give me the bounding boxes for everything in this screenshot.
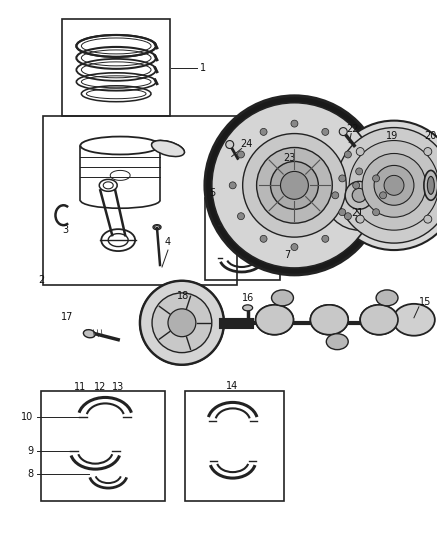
Text: 13: 13 (112, 383, 124, 392)
Text: 14: 14 (226, 382, 238, 391)
Text: 5: 5 (210, 188, 216, 198)
Circle shape (237, 213, 244, 220)
Circle shape (339, 175, 346, 182)
Ellipse shape (376, 290, 398, 306)
Circle shape (356, 216, 363, 223)
Text: 19: 19 (386, 131, 398, 141)
Circle shape (380, 192, 387, 199)
Text: 18: 18 (177, 291, 189, 301)
Circle shape (229, 182, 236, 189)
Bar (63, 19, 170, 116)
Bar (205, 198, 279, 280)
Text: 1: 1 (200, 63, 206, 73)
Circle shape (352, 188, 366, 203)
Circle shape (291, 244, 298, 251)
Ellipse shape (243, 305, 253, 311)
Ellipse shape (256, 305, 293, 335)
Circle shape (152, 293, 212, 353)
Text: 7: 7 (285, 250, 291, 260)
Circle shape (362, 154, 426, 217)
Ellipse shape (427, 176, 434, 195)
Circle shape (339, 127, 347, 135)
Circle shape (140, 281, 224, 365)
Text: 10: 10 (21, 413, 34, 422)
Circle shape (226, 141, 234, 149)
Text: 24: 24 (240, 139, 253, 149)
Circle shape (356, 215, 364, 223)
Text: 3: 3 (63, 225, 69, 235)
Text: 11: 11 (74, 383, 86, 392)
Circle shape (345, 181, 373, 209)
Text: 23: 23 (283, 154, 296, 164)
Circle shape (332, 192, 339, 199)
Circle shape (271, 161, 318, 209)
Circle shape (424, 215, 432, 223)
Ellipse shape (424, 171, 438, 200)
Circle shape (344, 213, 351, 220)
Circle shape (349, 141, 438, 230)
Text: 17: 17 (61, 312, 74, 322)
Circle shape (353, 182, 360, 189)
Text: 8: 8 (28, 469, 34, 479)
Circle shape (356, 168, 363, 175)
Ellipse shape (272, 290, 293, 306)
Ellipse shape (326, 334, 348, 350)
Ellipse shape (311, 305, 348, 335)
Text: 22: 22 (346, 124, 358, 134)
Bar (185, 391, 285, 501)
Circle shape (291, 120, 298, 127)
Text: 21: 21 (351, 208, 364, 218)
Text: 20: 20 (425, 131, 437, 141)
Circle shape (322, 236, 329, 243)
Circle shape (260, 128, 267, 135)
Circle shape (168, 309, 196, 337)
Circle shape (322, 128, 329, 135)
Circle shape (205, 96, 384, 275)
Bar (42, 116, 237, 285)
Circle shape (243, 134, 346, 237)
Ellipse shape (152, 141, 184, 157)
Text: 4: 4 (165, 237, 171, 247)
Circle shape (373, 175, 380, 182)
Ellipse shape (83, 329, 95, 338)
Ellipse shape (393, 304, 435, 336)
Circle shape (384, 175, 404, 195)
Circle shape (424, 148, 432, 156)
Circle shape (212, 103, 377, 268)
Circle shape (344, 151, 351, 158)
Circle shape (237, 151, 244, 158)
Text: 16: 16 (241, 293, 254, 303)
Text: 2: 2 (39, 275, 45, 285)
Text: 6: 6 (285, 220, 290, 230)
Circle shape (260, 236, 267, 243)
Ellipse shape (360, 305, 398, 335)
Text: 9: 9 (28, 446, 34, 456)
Circle shape (318, 154, 401, 237)
Text: 12: 12 (94, 383, 106, 392)
Circle shape (339, 209, 346, 216)
Circle shape (336, 127, 438, 243)
Text: 15: 15 (419, 297, 431, 307)
Circle shape (329, 120, 438, 250)
Circle shape (280, 172, 308, 199)
Bar (41, 391, 165, 501)
Circle shape (373, 209, 380, 216)
Circle shape (257, 148, 332, 223)
Circle shape (356, 148, 364, 156)
Circle shape (324, 160, 394, 230)
Circle shape (374, 165, 414, 205)
